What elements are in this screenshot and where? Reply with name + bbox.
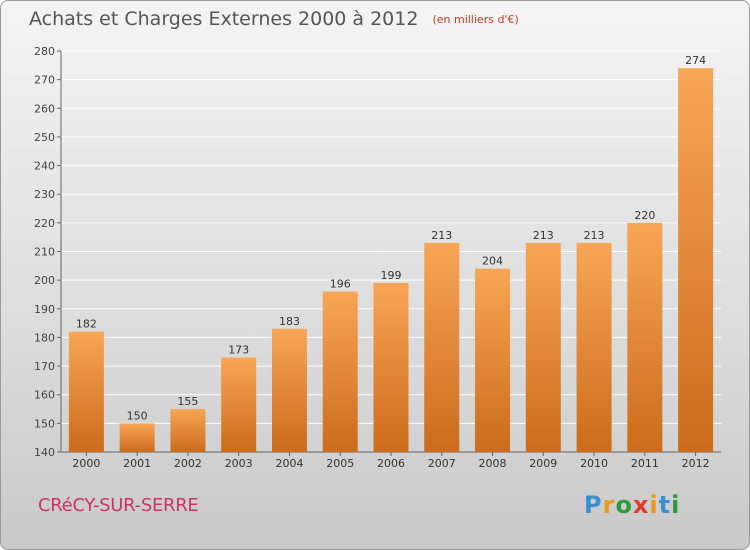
x-tick-label: 2008 [479,457,507,470]
y-tick-label: 220 [34,217,55,230]
x-tick-label: 2003 [225,457,253,470]
bar [475,268,511,452]
bar [424,242,460,452]
y-tick-label: 210 [34,246,55,259]
data-label: 220 [634,209,655,222]
data-label: 199 [381,269,402,282]
data-label: 213 [584,229,605,242]
data-label: 274 [685,54,706,67]
bar [271,328,307,452]
y-tick-label: 240 [34,160,55,173]
data-label: 183 [279,315,300,328]
chart-subtitle: (en milliers d'€) [432,13,519,26]
x-tick-label: 2004 [275,457,303,470]
data-label: 213 [431,229,452,242]
data-label: 182 [76,318,97,331]
bar [678,68,714,452]
title-text: Achats et Charges Externes 2000 à 2012 [29,8,419,30]
bar [68,331,104,452]
y-tick-label: 170 [34,360,55,373]
logo-letter: x [632,491,650,519]
x-tick-label: 2007 [428,457,456,470]
y-tick-label: 150 [34,417,55,430]
bar [627,222,663,452]
chart-title: Achats et Charges Externes 2000 à 2012 (e… [29,8,519,30]
x-tick-label: 2002 [174,457,202,470]
y-tick-label: 260 [34,102,55,115]
bars [68,68,714,452]
y-tick-label: 200 [34,274,55,287]
y-tick-label: 280 [34,45,55,58]
bar [525,242,561,452]
logo-letter: i [671,491,681,519]
logo-letter: P [584,491,603,519]
proxiti-logo: Proxiti [584,491,680,519]
bar [373,283,409,452]
x-tick-label: 2010 [580,457,608,470]
x-tick-label: 2001 [123,457,151,470]
y-tick-label: 230 [34,188,55,201]
logo-letter: i [649,491,659,519]
y-tick-label: 270 [34,74,55,87]
data-label: 155 [177,395,198,408]
x-tick-label: 2000 [72,457,100,470]
y-tick-label: 180 [34,331,55,344]
x-tick-label: 2011 [631,457,659,470]
x-tick-label: 2009 [529,457,557,470]
bar [119,423,155,452]
data-label: 196 [330,278,351,291]
axes: 140 150 160 170 180 190 200 210 220 230 240 250 260 2… [34,45,721,470]
place-name: CRéCY-SUR-SERRE [38,495,199,516]
y-tick-label: 190 [34,303,55,316]
logo-letter: t [658,491,672,519]
logo-letter: r [602,491,616,519]
data-label: 173 [228,343,249,356]
y-tick-label: 160 [34,389,55,402]
x-tick-label: 2006 [377,457,405,470]
y-tick-label: 140 [34,446,55,459]
bar [221,357,257,452]
y-tick-label: 250 [34,131,55,144]
bar [322,291,358,452]
data-labels: 182 150 155 173 183 196 199 213 204 213 213 220 274 [76,54,706,422]
data-label: 204 [482,255,503,268]
logo-letter: o [615,491,633,519]
data-label: 213 [533,229,554,242]
x-tick-label: 2012 [682,457,710,470]
bar [170,409,206,452]
x-tick-label: 2005 [326,457,354,470]
bar [576,242,612,452]
data-label: 150 [127,409,148,422]
